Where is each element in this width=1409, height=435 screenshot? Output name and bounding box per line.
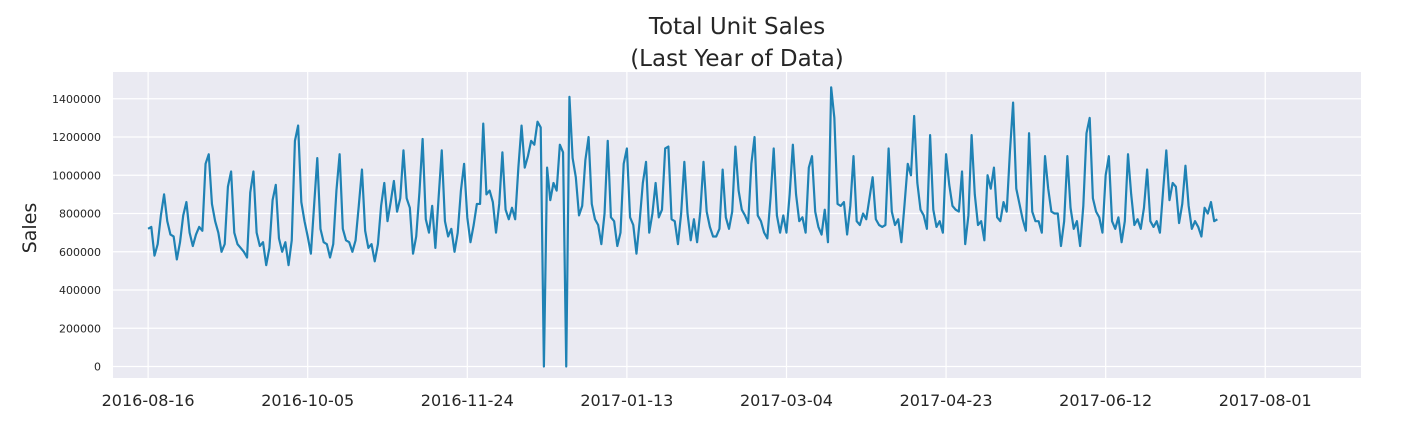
x-tick-label: 2017-08-01 xyxy=(1219,391,1312,410)
x-tick-label: 2017-04-23 xyxy=(900,391,993,410)
y-tick-label: 200000 xyxy=(59,322,101,335)
y-tick-label: 1200000 xyxy=(52,131,101,144)
series-group xyxy=(147,86,1218,368)
y-tick-label: 1000000 xyxy=(52,169,101,182)
chart-subtitle: (Last Year of Data) xyxy=(630,46,844,72)
y-axis: 0 200000 400000 600000 800000 1000000 1200000 1… xyxy=(52,93,101,374)
y-tick-label: 600000 xyxy=(59,246,101,259)
plot-area xyxy=(113,72,1361,378)
x-tick-label: 2017-06-12 xyxy=(1059,391,1152,410)
y-tick-label: 1400000 xyxy=(52,93,101,106)
x-tick-label: 2016-11-24 xyxy=(421,391,514,410)
chart-title: Total Unit Sales xyxy=(648,14,825,40)
y-tick-label: 400000 xyxy=(59,284,101,297)
y-axis-label: Sales xyxy=(19,203,41,254)
y-tick-label: 0 xyxy=(94,361,101,374)
x-tick-label: 2017-03-04 xyxy=(740,391,833,410)
x-axis: 2016-08-16 2016-10-05 2016-11-24 2017-01-13… xyxy=(102,391,1312,410)
x-tick-label: 2017-01-13 xyxy=(580,391,673,410)
y-tick-label: 800000 xyxy=(59,208,101,221)
series-line-0 xyxy=(147,86,1218,368)
x-tick-label: 2016-10-05 xyxy=(261,391,354,410)
x-tick-label: 2016-08-16 xyxy=(102,391,195,410)
